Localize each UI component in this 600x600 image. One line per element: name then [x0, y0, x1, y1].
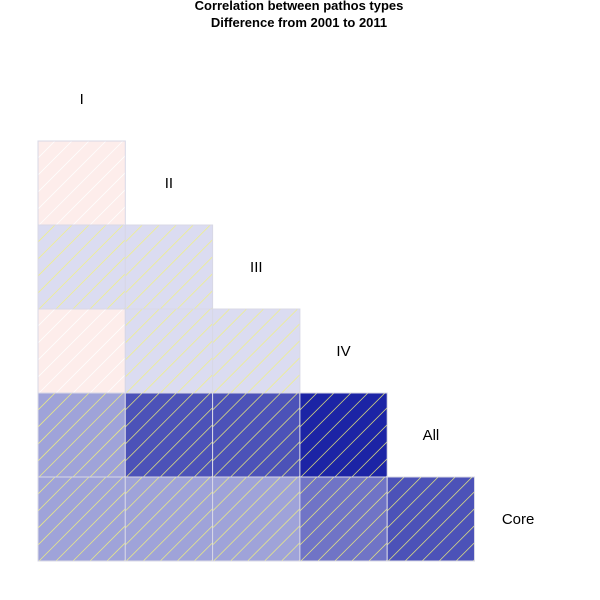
matrix-cell-hatch [38, 393, 126, 477]
matrix-cell [299, 392, 388, 478]
matrix-cell [37, 224, 126, 310]
matrix-cell [299, 476, 388, 562]
matrix-cell-hatch [38, 141, 126, 225]
variable-label: IV [336, 343, 350, 360]
matrix-cell [386, 476, 476, 562]
matrix-cell-hatch [38, 225, 126, 309]
variable-label: I [80, 91, 84, 108]
variable-label: III [250, 259, 263, 276]
matrix-cell [124, 476, 214, 562]
matrix-cell-hatch [387, 477, 475, 561]
variable-label: All [423, 427, 440, 444]
matrix-cell-hatch [38, 477, 126, 561]
matrix-cell-hatch [125, 309, 213, 393]
matrix-cell [212, 308, 301, 394]
matrix-cell [37, 308, 126, 394]
variable-label: Core [502, 511, 535, 528]
matrix-cell-hatch [125, 225, 213, 309]
matrix-cell-hatch [299, 393, 388, 477]
matrix-cell [124, 224, 214, 310]
matrix-cell [212, 476, 301, 562]
matrix-cell-hatch [212, 477, 300, 561]
matrix-cell-hatch [212, 393, 300, 477]
matrix-cell-hatch [212, 309, 300, 393]
matrix-cell [124, 308, 214, 394]
matrix-cell-hatch [125, 477, 213, 561]
matrix-cell [212, 392, 301, 478]
matrix-cell [37, 392, 126, 478]
matrix-cell-hatch [125, 393, 213, 477]
matrix-cell-hatch [299, 477, 388, 561]
matrix-cell-hatch [38, 309, 126, 393]
cell-group [37, 140, 476, 562]
matrix-cell [37, 140, 126, 226]
chart-subtitle: Difference from 2001 to 2011 [211, 15, 387, 30]
chart-title: Correlation between pathos types [195, 0, 404, 13]
matrix-cell [37, 476, 126, 562]
variable-label: II [165, 175, 173, 192]
